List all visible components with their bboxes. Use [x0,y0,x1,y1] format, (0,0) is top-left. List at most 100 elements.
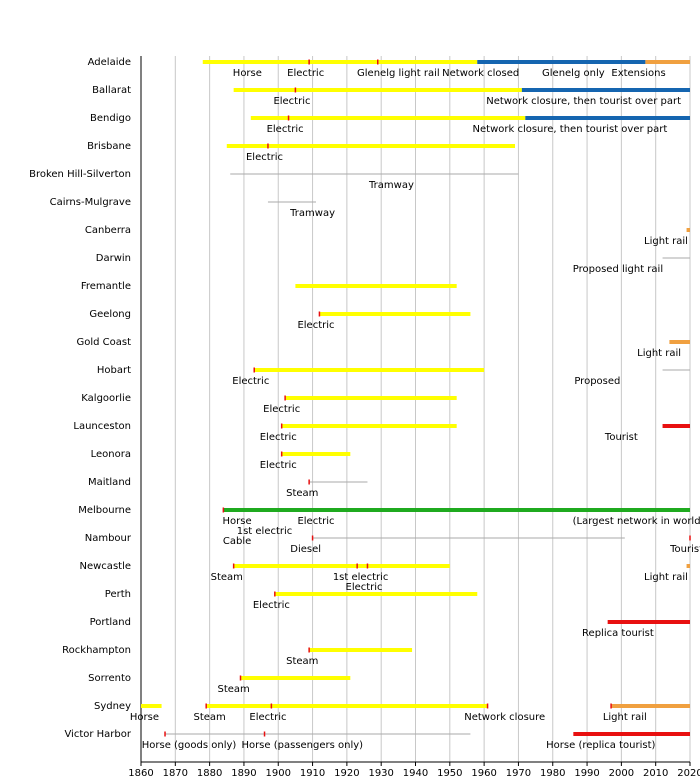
bar [274,592,478,596]
annotation: Network closure, then tourist over part [473,124,668,135]
annotation: Electric [263,404,300,415]
x-tick-label: 1880 [197,768,222,779]
bar [686,564,690,568]
annotation: Electric [246,152,283,163]
x-tick-label: 1910 [300,768,325,779]
row-label: Melbourne [78,505,131,516]
x-tick-label: 1870 [163,768,188,779]
bar [525,116,690,120]
row-label: Victor Harbor [64,729,131,740]
bar [267,201,316,203]
bar [202,60,478,64]
bar [281,424,457,428]
row-label: Launceston [73,421,131,432]
annotation: Light rail [637,348,681,359]
row-label: Adelaide [88,57,131,68]
row-label: Canberra [85,225,131,236]
x-tick-label: 1890 [231,768,256,779]
bar [281,452,351,456]
bar [165,733,471,735]
row-label: Sydney [94,701,131,712]
x-tick-label: 1950 [437,768,462,779]
annotation: Steam [286,656,318,667]
annotation: Proposed [574,376,620,387]
bar [312,537,625,539]
bar [226,144,516,148]
row-label: Darwin [96,253,131,264]
row-label: Leonora [91,449,131,460]
row-label: Brisbane [87,141,131,152]
row-label: Newcastle [80,561,132,572]
annotation: Network closed [442,68,519,79]
x-tick-label: 1980 [540,768,565,779]
annotation: Electric [253,600,290,611]
annotation: Electric [249,712,286,723]
bar [230,173,519,175]
bar [573,732,690,736]
bar [233,564,450,568]
row-label: Sorrento [88,673,131,684]
annotation: Tramway [368,180,414,191]
bar [669,340,690,344]
bar [233,88,522,92]
annotation: Tramway [289,208,335,219]
bar [645,60,690,64]
row-label: Portland [90,617,131,628]
annotation: Steam [193,712,225,723]
annotation: Horse [223,516,252,527]
annotation: 1st electric [237,526,293,537]
annotation: Extensions [611,68,665,79]
row-label: Geelong [89,309,131,320]
annotation: Tourist [669,544,700,555]
annotation: Steam [211,572,243,583]
bar [240,676,351,680]
bar [477,60,646,64]
x-tick-label: 1900 [266,768,291,779]
bar [309,481,368,483]
bar [285,396,457,400]
bar [611,704,690,708]
row-label: Ballarat [92,85,131,96]
annotation: Horse (goods only) [142,740,237,751]
row-label: Maitland [88,477,131,488]
annotation: Network closure, then tourist over part [486,96,681,107]
annotation: Electric [297,320,334,331]
annotation: Electric [287,68,324,79]
row-label: Nambour [85,533,132,544]
annotation: Horse (replica tourist) [546,740,655,751]
x-tick-label: 1990 [574,768,599,779]
annotation: Tourist [604,432,638,443]
annotation: Horse [233,68,262,79]
bar [309,648,413,652]
row-label: Cairns-Mulgrave [50,197,131,208]
annotation: Proposed light rail [573,264,663,275]
bar [223,508,690,512]
annotation: Diesel [290,544,321,555]
annotation: Electric [346,582,383,593]
bar [662,257,690,259]
annotation: Electric [297,516,334,527]
annotation: Electric [232,376,269,387]
x-tick-label: 2010 [643,768,668,779]
bar [662,369,690,371]
annotation: Glenelg only [542,68,605,79]
row-label: Broken Hill-Silverton [29,169,131,180]
x-tick-label: 2020 [677,768,700,779]
bar [250,116,526,120]
row-label: Rockhampton [62,645,131,656]
x-tick-label: 1960 [471,768,496,779]
annotation: Cable [223,536,251,547]
row-label: Hobart [97,365,131,376]
bar [521,88,690,92]
annotation: Electric [260,432,297,443]
annotation: Horse (passengers only) [241,740,363,751]
annotation: Steam [217,684,249,695]
annotation: 1st electric [333,572,389,583]
x-tick-label: 1920 [334,768,359,779]
row-label: Perth [105,589,131,600]
annotation: Horse [130,712,159,723]
annotation: Light rail [644,572,688,583]
bar [206,704,488,708]
x-tick-label: 2000 [609,768,634,779]
